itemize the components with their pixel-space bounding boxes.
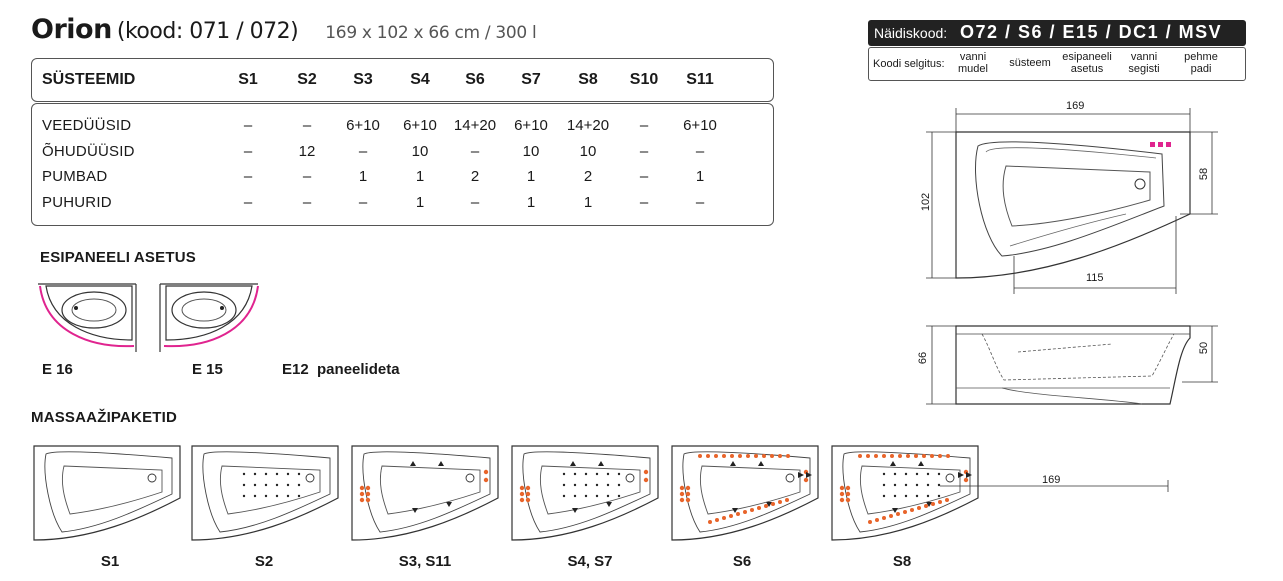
col-header: S3 <box>353 71 373 88</box>
panel-option-e12: E12 paneelideta <box>282 361 400 378</box>
dim-inner-length: 115 <box>1086 272 1104 284</box>
table-cell: 1 <box>358 168 368 185</box>
table-cell: 1 <box>526 194 536 211</box>
table-cell: – <box>358 194 368 211</box>
table-cell: 1 <box>526 168 536 185</box>
systems-table-header: SÜSTEEMID S1 S2 S3 S4 S6 S7 S8 S10 S11 <box>31 58 774 102</box>
code-legend-label: Koodi selgitus: <box>873 58 945 70</box>
table-cell: – <box>302 168 312 185</box>
dim-width: 102 <box>920 192 933 212</box>
dim-height-2: 50 <box>1198 341 1211 355</box>
row-label: PUMBAD <box>42 168 108 185</box>
package-label-s8: S8 <box>892 553 912 570</box>
table-cell: 10 <box>411 143 429 160</box>
col-header: S1 <box>238 71 258 88</box>
code-legend: Koodi selgitus: vanni mudel süsteem esip… <box>868 47 1246 81</box>
massage-section-title: MASSAAŽIPAKETID <box>31 409 178 426</box>
massage-package-diagram <box>351 445 499 541</box>
table-cell: – <box>243 117 253 134</box>
package-label-s4-s7: S4, S7 <box>567 553 613 570</box>
table-cell: 1 <box>415 168 425 185</box>
table-cell: – <box>639 117 649 134</box>
table-cell: 6+10 <box>403 117 437 134</box>
table-cell: 1 <box>415 194 425 211</box>
panel-e15-diagram <box>159 283 259 352</box>
table-cell: 6+10 <box>683 117 717 134</box>
systems-header-label: SÜSTEEMID <box>42 71 136 88</box>
example-code-value: O72 / S6 / E15 / DC1 / MSV <box>960 22 1223 42</box>
bathtub-top-view <box>926 108 1218 294</box>
table-cell: – <box>639 143 649 160</box>
dim-inner: 58 <box>1198 167 1211 181</box>
panel-section-title: ESIPANEELI ASETUS <box>40 249 196 266</box>
legend-item: vanni segisti <box>1128 51 1160 75</box>
systems-table-body: VEEDÜÜSID – – 6+10 6+10 14+20 6+10 14+20… <box>31 103 774 226</box>
panel-option-e15: E 15 <box>192 361 223 378</box>
table-cell: – <box>639 168 649 185</box>
panel-option-e16: E 16 <box>42 361 73 378</box>
row-label: PUHURID <box>42 194 112 211</box>
col-header: S7 <box>521 71 541 88</box>
table-cell: 2 <box>583 168 593 185</box>
table-cell: 2 <box>470 168 480 185</box>
product-dimensions: 169 x 102 x 66 cm / 300 l <box>325 23 537 43</box>
table-cell: 1 <box>583 194 593 211</box>
bathtub-side-view <box>926 325 1218 405</box>
package-label-s3-s11: S3, S11 <box>398 553 452 570</box>
table-cell: – <box>695 194 705 211</box>
col-header: S2 <box>297 71 317 88</box>
table-cell: 14+20 <box>453 117 497 134</box>
col-header: S4 <box>410 71 430 88</box>
panel-e16-diagram <box>38 283 137 352</box>
table-cell: – <box>243 194 253 211</box>
package-label-s1: S1 <box>100 553 120 570</box>
legend-item: esipaneeli asetus <box>1062 51 1112 75</box>
page-title: Orion (kood: 071 / 072) 169 x 102 x 66 c… <box>31 14 537 45</box>
table-cell: – <box>470 143 480 160</box>
table-cell: – <box>639 194 649 211</box>
col-header: S10 <box>629 71 659 88</box>
table-cell: 6+10 <box>514 117 548 134</box>
package-length-dim <box>940 480 1169 492</box>
table-cell: – <box>695 143 705 160</box>
package-label-s6: S6 <box>732 553 752 570</box>
dim-height: 66 <box>917 351 930 365</box>
legend-item: süsteem <box>1009 57 1051 69</box>
col-header: S6 <box>465 71 485 88</box>
table-cell: 10 <box>579 143 597 160</box>
table-cell: – <box>358 143 368 160</box>
example-code-box: Näidiskood: O72 / S6 / E15 / DC1 / MSV <box>868 20 1246 46</box>
package-label-s2: S2 <box>254 553 274 570</box>
table-cell: 12 <box>298 143 316 160</box>
massage-package-diagram <box>831 445 979 541</box>
example-code-label: Näidiskood: <box>874 25 948 41</box>
legend-item: vanni mudel <box>958 51 988 75</box>
table-cell: – <box>243 143 253 160</box>
legend-item: pehme padi <box>1184 51 1218 75</box>
massage-package-diagram <box>191 445 339 541</box>
table-cell: 6+10 <box>346 117 380 134</box>
product-code: (kood: 071 / 072) <box>116 19 299 44</box>
table-cell: 1 <box>695 168 705 185</box>
massage-package-diagram <box>511 445 659 541</box>
table-cell: – <box>302 117 312 134</box>
product-name: Orion <box>31 14 112 45</box>
table-cell: – <box>470 194 480 211</box>
row-label: ÕHUDÜÜSID <box>42 143 135 160</box>
dim-length: 169 <box>1066 100 1085 112</box>
col-header: S8 <box>578 71 598 88</box>
table-cell: 10 <box>522 143 540 160</box>
dim-package-length: 169 <box>1042 474 1061 486</box>
massage-package-diagram <box>671 445 819 541</box>
massage-package-diagram <box>33 445 181 541</box>
table-cell: – <box>243 168 253 185</box>
col-header: S11 <box>686 71 714 88</box>
table-cell: 14+20 <box>566 117 610 134</box>
row-label: VEEDÜÜSID <box>42 117 132 134</box>
table-cell: – <box>302 194 312 211</box>
